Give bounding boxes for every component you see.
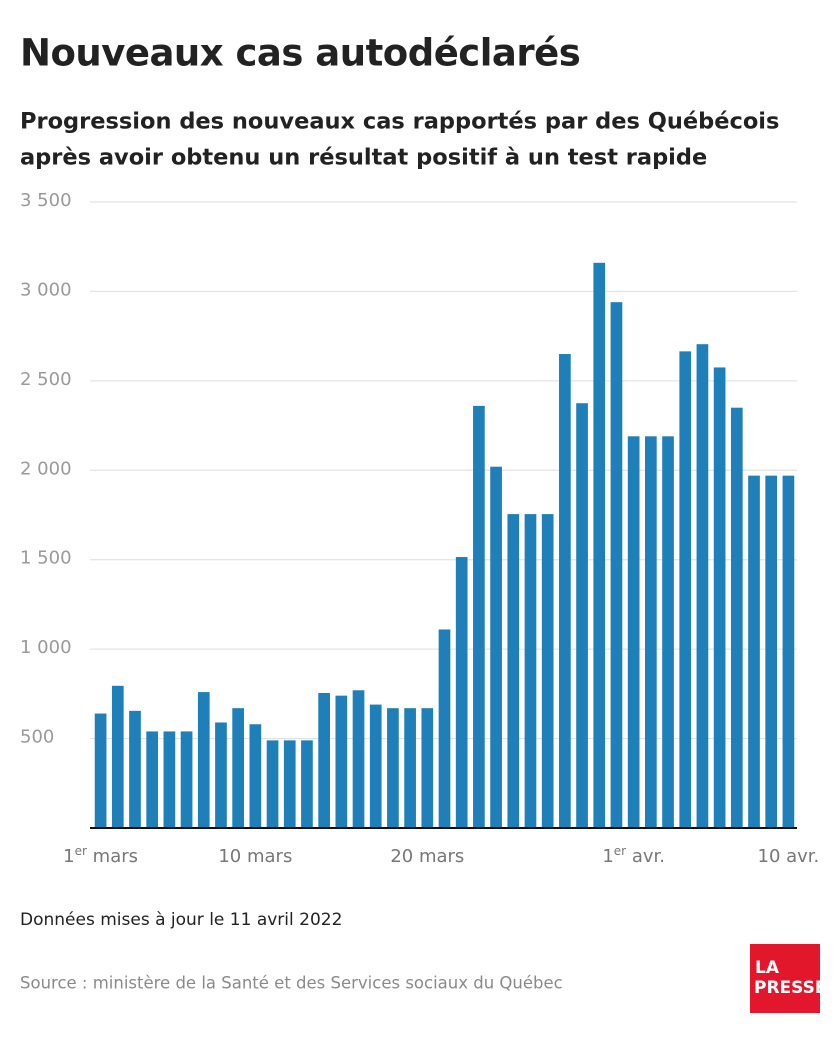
x-tick-label: 20 mars	[390, 846, 464, 867]
bar	[644, 436, 657, 828]
logo-text: PRESSE	[754, 978, 827, 998]
bar	[387, 708, 399, 828]
bar	[404, 708, 416, 828]
bar	[369, 704, 382, 828]
bar	[490, 466, 502, 828]
bar	[662, 436, 674, 828]
bar	[455, 557, 468, 828]
bar	[730, 407, 743, 828]
bar	[215, 722, 227, 828]
bar	[266, 740, 279, 828]
subtitle: après avoir obtenu un résultat positif à…	[20, 145, 707, 171]
bar	[473, 405, 485, 828]
y-tick-label: 2 500	[20, 369, 72, 390]
bar	[507, 514, 520, 828]
bar	[627, 436, 640, 828]
bar	[438, 629, 451, 828]
bar	[232, 708, 245, 828]
chart-title: Nouveaux cas autodéclarés	[20, 32, 580, 75]
bar	[610, 302, 623, 828]
bar	[593, 262, 606, 829]
bar	[301, 740, 313, 828]
bar	[283, 740, 296, 828]
bar	[713, 367, 726, 828]
bar	[748, 475, 760, 828]
bar	[679, 351, 692, 828]
bar	[94, 713, 107, 828]
bar	[421, 708, 434, 828]
bar	[524, 514, 537, 828]
bar	[352, 690, 365, 828]
bar	[146, 731, 159, 828]
y-tick-label: 1 500	[20, 548, 72, 569]
bar	[696, 344, 709, 828]
bar	[559, 354, 571, 828]
y-tick-label: 3 000	[20, 279, 72, 300]
bar	[765, 475, 778, 828]
bar	[163, 731, 176, 828]
bar	[335, 695, 348, 828]
x-tick-label: 10 avr.	[758, 846, 820, 867]
bar	[782, 475, 795, 828]
bar	[541, 514, 554, 828]
logo-text: LA	[755, 958, 780, 978]
bar	[129, 710, 141, 828]
y-tick-label: 2 000	[20, 458, 72, 479]
bar	[197, 692, 210, 828]
bar	[180, 731, 193, 828]
source: Source : ministère de la Santé et des Se…	[20, 974, 563, 993]
bar	[576, 403, 588, 828]
y-tick-label: 3 500	[20, 190, 72, 211]
bar	[318, 692, 330, 828]
bar	[249, 724, 262, 828]
y-tick-label: 1 000	[20, 637, 72, 658]
x-tick-label: 10 mars	[218, 846, 292, 867]
logo-box	[750, 944, 820, 1013]
x-tick-label: 1er mars	[63, 844, 138, 868]
y-tick-label: 500	[20, 727, 54, 748]
x-tick-label: 1er avr.	[602, 844, 665, 868]
subtitle: Progression des nouveaux cas rapportés p…	[20, 109, 779, 135]
bar	[111, 685, 124, 828]
note: Données mises à jour le 11 avril 2022	[20, 910, 342, 930]
